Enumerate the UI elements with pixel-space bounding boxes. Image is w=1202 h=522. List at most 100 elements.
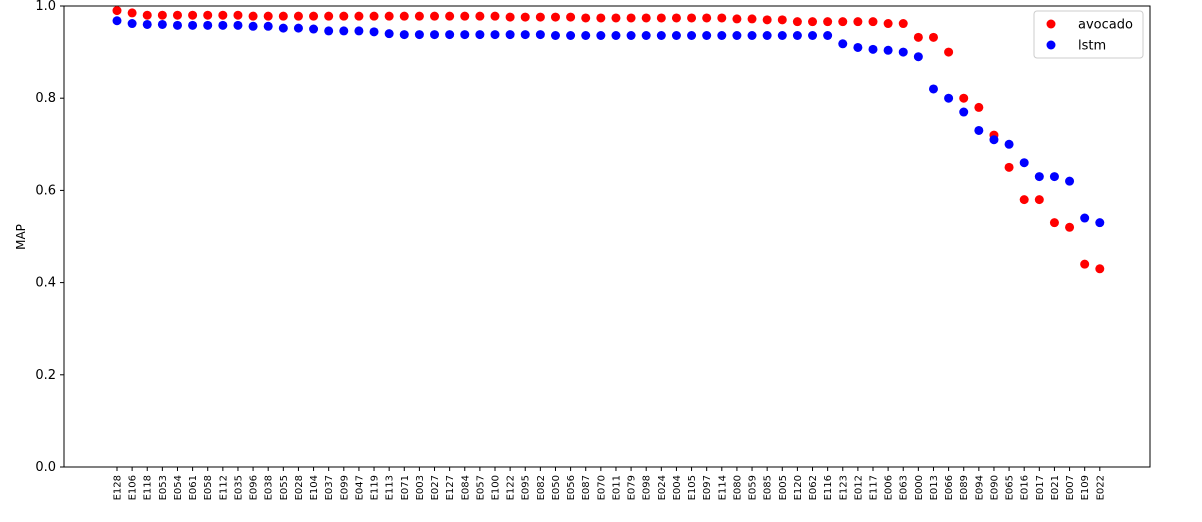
point-avocado: [671, 13, 681, 23]
point-lstm: [1019, 158, 1029, 168]
point-avocado: [883, 19, 893, 29]
point-lstm: [475, 30, 485, 40]
plot-frame: [63, 5, 1151, 468]
point-avocado: [762, 15, 772, 25]
point-avocado: [460, 11, 470, 21]
point-avocado: [414, 11, 424, 21]
point-avocado: [974, 102, 984, 112]
point-avocado: [928, 32, 938, 42]
x-tick-label: E061: [188, 475, 199, 500]
x-tick-label: E028: [294, 475, 305, 500]
x-tick-label: E106: [128, 475, 139, 500]
x-tick-label: E017: [1035, 475, 1046, 500]
point-avocado: [157, 10, 167, 20]
point-avocado: [823, 17, 833, 27]
x-tick-label: E027: [430, 475, 441, 500]
x-tick-label: E047: [354, 475, 365, 500]
point-lstm: [309, 24, 319, 34]
x-tick-label: E070: [596, 475, 607, 500]
point-lstm: [490, 30, 500, 40]
point-lstm: [853, 42, 863, 52]
x-tick-label: E123: [838, 475, 849, 500]
point-avocado: [1019, 195, 1029, 205]
point-avocado: [717, 13, 727, 23]
point-lstm: [792, 31, 802, 41]
legend-marker-avocado: [1046, 19, 1056, 29]
point-avocado: [142, 10, 152, 20]
x-tick-label: E065: [1005, 475, 1016, 500]
point-avocado: [248, 11, 258, 21]
x-tick-label: E011: [611, 475, 622, 500]
x-tick-label: E112: [218, 475, 229, 500]
x-tick-label: E021: [1050, 475, 1061, 500]
point-lstm: [959, 107, 969, 117]
point-lstm: [777, 31, 787, 41]
point-lstm: [566, 31, 576, 41]
point-lstm: [324, 26, 334, 36]
point-lstm: [172, 20, 182, 30]
point-avocado: [430, 11, 440, 21]
point-lstm: [641, 31, 651, 41]
x-tick-label: E005: [778, 475, 789, 500]
point-avocado: [399, 11, 409, 21]
point-avocado: [838, 17, 848, 27]
point-lstm: [1095, 218, 1105, 228]
x-tick-label: E071: [400, 475, 411, 500]
x-tick-label: E117: [869, 475, 880, 500]
x-tick-label: E094: [974, 475, 985, 500]
point-lstm: [928, 84, 938, 94]
x-tick-label: E119: [370, 475, 381, 500]
point-lstm: [823, 31, 833, 41]
x-tick-label: E055: [279, 475, 290, 500]
x-tick-label: E003: [415, 475, 426, 500]
point-lstm: [248, 21, 258, 31]
point-avocado: [293, 11, 303, 21]
point-lstm: [762, 31, 772, 41]
x-tick-label: E062: [808, 475, 819, 500]
series-avocado: [112, 6, 1105, 274]
point-avocado: [188, 10, 198, 20]
x-tick-label: E056: [566, 475, 577, 500]
x-tick-label: E096: [249, 475, 260, 500]
point-avocado: [898, 19, 908, 29]
x-tick-label: E063: [899, 475, 910, 500]
point-lstm: [354, 26, 364, 36]
point-avocado: [777, 15, 787, 25]
x-tick-label: E099: [339, 475, 350, 500]
point-lstm: [1049, 172, 1059, 182]
x-tick-label: E122: [506, 475, 517, 500]
x-tick-label: E004: [672, 475, 683, 500]
legend-label-avocado: avocado: [1078, 18, 1133, 33]
point-lstm: [883, 45, 893, 55]
point-lstm: [550, 31, 560, 41]
y-tick-label: 0.2: [35, 368, 56, 383]
point-lstm: [838, 39, 848, 49]
x-tick-label: E097: [702, 475, 713, 500]
x-tick-label: E054: [173, 475, 184, 500]
point-avocado: [944, 47, 954, 57]
point-lstm: [611, 31, 621, 41]
point-lstm: [445, 30, 455, 40]
point-avocado: [112, 6, 122, 16]
point-lstm: [203, 20, 213, 30]
x-tick-label: E120: [793, 475, 804, 500]
point-lstm: [913, 52, 923, 62]
y-tick-label: 0.6: [35, 183, 56, 198]
x-tick-label: E113: [385, 475, 396, 500]
point-lstm: [188, 20, 198, 30]
point-lstm: [732, 31, 742, 41]
point-lstm: [989, 135, 999, 145]
point-avocado: [1049, 218, 1059, 228]
series-lstm: [112, 16, 1105, 228]
point-avocado: [747, 14, 757, 24]
point-avocado: [853, 17, 863, 27]
x-tick-label: E114: [717, 475, 728, 500]
x-tick-label: E000: [914, 475, 925, 500]
point-lstm: [339, 26, 349, 36]
point-lstm: [808, 31, 818, 41]
point-avocado: [1065, 222, 1075, 232]
y-tick-label: 0.4: [35, 276, 56, 291]
point-lstm: [535, 30, 545, 40]
point-lstm: [414, 30, 424, 40]
point-avocado: [702, 13, 712, 23]
